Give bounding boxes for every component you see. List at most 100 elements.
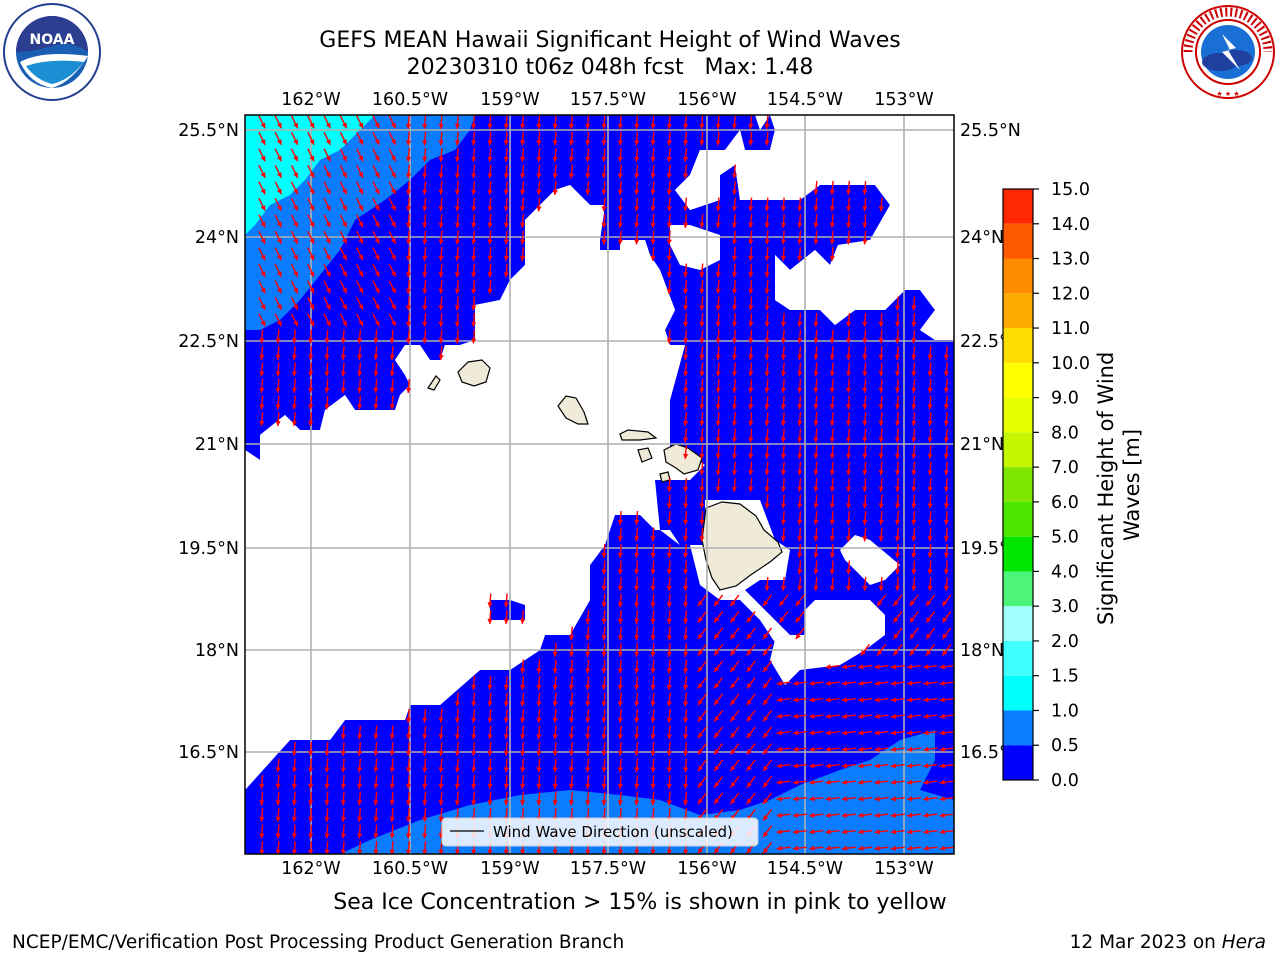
wave-direction-arrow bbox=[764, 461, 770, 476]
wave-direction-arrow bbox=[713, 792, 724, 805]
wave-direction-arrow bbox=[634, 115, 640, 130]
colorbar-segment bbox=[1003, 640, 1033, 676]
wave-direction-arrow bbox=[650, 593, 656, 608]
wave-direction-arrow bbox=[259, 345, 265, 361]
wave-direction-arrow bbox=[290, 214, 299, 228]
wave-direction-arrow bbox=[713, 709, 724, 723]
wave-direction-arrow bbox=[943, 378, 950, 394]
wave-direction-arrow bbox=[291, 741, 298, 757]
wave-direction-arrow bbox=[731, 395, 738, 410]
wave-direction-arrow bbox=[259, 791, 265, 806]
wave-direction-arrow bbox=[792, 812, 807, 818]
longitude-labels-top: 162°W 160.5°W 159°W 157.5°W 156°W 154.5°W 153°… bbox=[281, 90, 933, 110]
colorbar-tick-label: 12.0 bbox=[1051, 284, 1090, 304]
wave-direction-arrow bbox=[388, 313, 397, 327]
wave-direction-arrow bbox=[258, 296, 266, 311]
wave-direction-arrow bbox=[389, 725, 395, 740]
wave-direction-arrow bbox=[795, 594, 805, 607]
wave-direction-arrow bbox=[258, 280, 266, 294]
wave-direction-arrow bbox=[846, 494, 852, 509]
wave-direction-arrow bbox=[307, 313, 315, 327]
wave-direction-arrow bbox=[258, 181, 266, 195]
wave-direction-arrow bbox=[906, 730, 922, 736]
wave-direction-arrow bbox=[405, 180, 412, 196]
wave-direction-arrow bbox=[813, 477, 819, 493]
wave-direction-arrow bbox=[748, 197, 754, 212]
wave-direction-arrow bbox=[438, 774, 444, 790]
wave-direction-arrow bbox=[585, 758, 591, 773]
wave-direction-arrow bbox=[797, 576, 803, 592]
wave-direction-arrow bbox=[943, 395, 950, 410]
wave-direction-arrow bbox=[634, 230, 640, 245]
wave-direction-arrow bbox=[308, 840, 314, 854]
wave-direction-arrow bbox=[307, 263, 315, 278]
wave-direction-arrow bbox=[683, 593, 689, 608]
wave-direction-arrow bbox=[291, 840, 298, 854]
wave-direction-arrow bbox=[307, 164, 315, 179]
wave-direction-arrow bbox=[894, 543, 901, 559]
wave-direction-arrow bbox=[405, 213, 412, 229]
wave-direction-arrow bbox=[275, 840, 281, 854]
wave-direction-arrow bbox=[650, 675, 656, 691]
wave-direction-arrow bbox=[666, 115, 672, 130]
colorbar-tick-label: 7.0 bbox=[1051, 458, 1079, 478]
wave-direction-arrow bbox=[809, 779, 824, 785]
wave-direction-arrow bbox=[729, 759, 740, 772]
wave-direction-arrow bbox=[923, 779, 938, 785]
wave-direction-arrow bbox=[890, 746, 905, 752]
wave-direction-arrow bbox=[683, 626, 689, 641]
wave-direction-arrow bbox=[503, 197, 509, 212]
wave-direction-arrow bbox=[503, 593, 509, 608]
wave-direction-arrow bbox=[699, 378, 705, 394]
wave-direction-arrow bbox=[388, 214, 397, 228]
wave-direction-arrow bbox=[746, 676, 756, 690]
wave-direction-arrow bbox=[634, 774, 640, 790]
wave-direction-arrow bbox=[829, 230, 835, 245]
wave-direction-arrow bbox=[552, 708, 558, 724]
wave-direction-arrow bbox=[862, 477, 868, 493]
wave-direction-arrow bbox=[471, 213, 477, 229]
wave-direction-arrow bbox=[780, 329, 787, 344]
wave-direction-arrow bbox=[536, 164, 542, 179]
wave-direction-arrow bbox=[438, 840, 444, 854]
wave-direction-arrow bbox=[697, 693, 707, 706]
wave-direction-arrow bbox=[274, 230, 283, 245]
wave-direction-arrow bbox=[894, 329, 901, 344]
wave-direction-arrow bbox=[683, 741, 689, 757]
wave-direction-arrow bbox=[762, 627, 773, 640]
wave-direction-arrow bbox=[617, 642, 624, 658]
wave-direction-arrow bbox=[748, 362, 754, 377]
wave-direction-arrow bbox=[941, 594, 952, 607]
wave-direction-arrow bbox=[780, 230, 787, 245]
wave-direction-arrow bbox=[890, 812, 905, 818]
lon-label-top: 153°W bbox=[874, 90, 933, 110]
wave-direction-arrow bbox=[520, 164, 526, 179]
wave-direction-arrow bbox=[291, 411, 298, 427]
wave-direction-arrow bbox=[846, 428, 852, 443]
wave-direction-arrow bbox=[274, 148, 283, 162]
wave-direction-arrow bbox=[438, 115, 444, 130]
wave-direction-arrow bbox=[357, 395, 363, 410]
wave-direction-arrow bbox=[746, 792, 756, 805]
wave-direction-arrow bbox=[339, 164, 348, 179]
wave-direction-arrow bbox=[438, 164, 444, 179]
wave-direction-arrow bbox=[487, 593, 493, 608]
wave-direction-arrow bbox=[487, 774, 493, 790]
wave-direction-arrow bbox=[650, 725, 656, 740]
wave-direction-arrow bbox=[731, 477, 738, 493]
wave-direction-arrow bbox=[650, 642, 656, 658]
wave-direction-arrow bbox=[471, 791, 477, 806]
wave-direction-arrow bbox=[666, 164, 672, 179]
wave-direction-arrow bbox=[634, 609, 640, 625]
wave-direction-arrow bbox=[715, 378, 721, 394]
wave-direction-arrow bbox=[713, 660, 724, 673]
wave-direction-arrow bbox=[422, 131, 428, 146]
wave-direction-arrow bbox=[776, 779, 791, 785]
wave-direction-arrow bbox=[323, 181, 331, 195]
wave-direction-arrow bbox=[536, 741, 542, 757]
wave-direction-arrow bbox=[438, 741, 444, 757]
wave-direction-arrow bbox=[927, 510, 933, 526]
wave-direction-arrow bbox=[813, 444, 819, 460]
wave-direction-arrow bbox=[422, 329, 428, 344]
wave-direction-arrow bbox=[259, 774, 265, 790]
